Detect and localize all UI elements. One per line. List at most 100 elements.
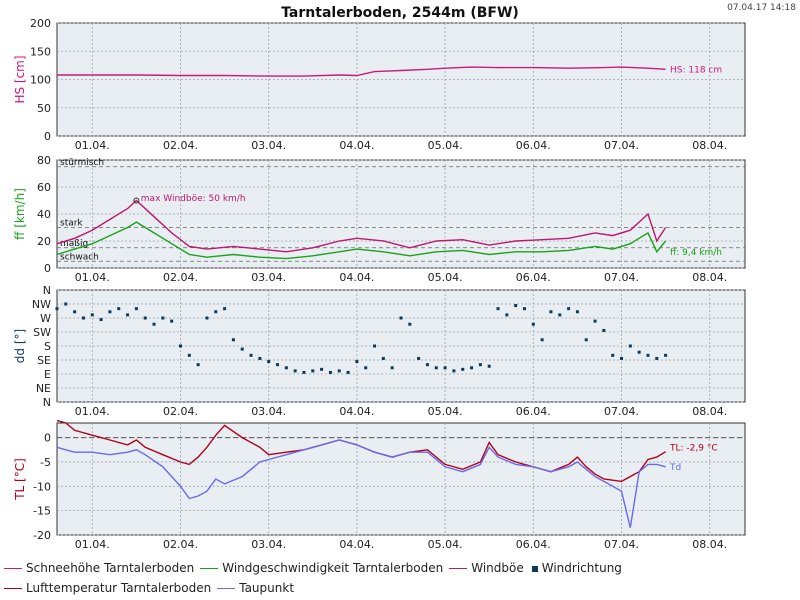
y-tick-label: 40 [37,208,51,221]
y-tick-label: W [40,312,51,325]
y-axis-label: dd [°] [13,329,27,363]
direction-point [337,369,341,373]
max-gust-label: max Windböe: 50 km/h [141,194,246,204]
legend-swatch [531,565,538,572]
legend-item-dir: Windrichtung [530,558,622,578]
direction-point [434,366,438,370]
direction-point [505,313,509,317]
x-tick-label: 05.04. [428,139,463,152]
direction-point [646,353,650,357]
x-tick-label: 08.04. [692,139,727,152]
legend: Schneehöhe Tarntalerboden Windgeschwindig… [4,558,794,598]
direction-point [161,316,165,320]
direction-point [355,360,359,364]
direction-point [443,366,447,370]
direction-point [311,369,315,373]
legend-swatch [449,568,468,569]
direction-point [531,322,535,326]
snow-depth-label: HS: 118 cm [670,65,722,75]
direction-point [249,353,253,357]
y-tick-label: -10 [33,480,51,493]
legend-label: Schneehöhe Tarntalerboden [26,561,195,575]
y-tick-label: S [44,340,51,353]
y-tick-label: N [43,284,51,297]
direction-point [126,313,130,317]
direction-point [240,347,244,351]
wind-speed-label: ff: 9,4 km/h [670,248,722,258]
direction-point [611,353,615,357]
direction-point [170,319,174,323]
x-tick-label: 01.04. [75,538,110,551]
y-tick-label: 50 [37,102,51,115]
direction-point [417,356,421,360]
x-tick-label: 03.04. [251,405,286,418]
direction-point [214,310,218,314]
x-tick-label: 05.04. [428,405,463,418]
x-tick-label: 06.04. [516,405,551,418]
temperature-label: TL: -2,9 °C [669,443,718,453]
legend-swatch [4,588,22,589]
direction-point [452,369,456,373]
x-tick-label: 08.04. [692,538,727,551]
x-tick-label: 06.04. [516,139,551,152]
y-tick-label: NW [32,298,51,311]
x-tick-label: 06.04. [516,538,551,551]
direction-point [478,363,482,367]
direction-point [664,353,668,357]
y-tick-label: 80 [37,154,51,167]
direction-point [593,319,597,323]
direction-point [575,310,579,314]
direction-point [223,307,227,311]
wind-category-label: stark [60,219,83,229]
direction-point [55,307,59,311]
snow-depth-line [57,66,666,77]
legend-item-wind: Windgeschwindigkeit Tarntalerboden [200,558,443,578]
direction-point [108,310,112,314]
panel-4-background [56,422,746,536]
timestamp: 07.04.17 14:18 [727,3,796,13]
legend-item-temp: Lufttemperatur Tarntalerboden [4,578,211,598]
y-tick-label: 0 [44,432,51,445]
legend-label: Taupunkt [239,581,295,595]
direction-point [302,370,306,374]
direction-point [540,338,544,342]
direction-point [655,356,659,360]
x-tick-label: 02.04. [163,405,198,418]
y-tick-label: -20 [33,529,51,542]
direction-point [143,316,147,320]
legend-label: Lufttemperatur Tarntalerboden [26,581,212,595]
legend-swatch [217,588,236,589]
direction-point [514,304,518,308]
y-tick-label: N [43,396,51,409]
x-tick-label: 07.04. [604,405,639,418]
wind-category-label: mäßig [60,239,88,249]
direction-point [637,350,641,354]
direction-point [258,356,262,360]
wind-speed-line [56,221,667,260]
y-tick-label: 200 [30,17,51,30]
direction-point [267,360,271,364]
x-tick-label: 01.04. [75,139,110,152]
direction-point [373,344,377,348]
y-tick-label: -15 [33,505,51,518]
direction-point [320,367,324,371]
legend-item-dew: Taupunkt [217,578,294,598]
y-tick-label: -5 [40,456,51,469]
legend-swatch [200,568,219,569]
x-tick-label: 04.04. [339,271,374,284]
x-tick-label: 02.04. [163,538,198,551]
direction-point [364,366,368,370]
legend-item-gust: Windböe [449,558,524,578]
x-tick-label: 02.04. [163,271,198,284]
x-tick-label: 08.04. [692,405,727,418]
x-tick-label: 01.04. [75,405,110,418]
legend-label: Windrichtung [541,561,622,575]
x-tick-label: 03.04. [251,271,286,284]
x-tick-label: 02.04. [163,139,198,152]
y-tick-label: SE [37,354,51,367]
y-tick-label: E [44,368,51,381]
y-tick-label: 20 [37,235,51,248]
y-tick-label: NE [36,382,51,395]
x-tick-label: 04.04. [339,405,374,418]
direction-point [293,369,297,373]
